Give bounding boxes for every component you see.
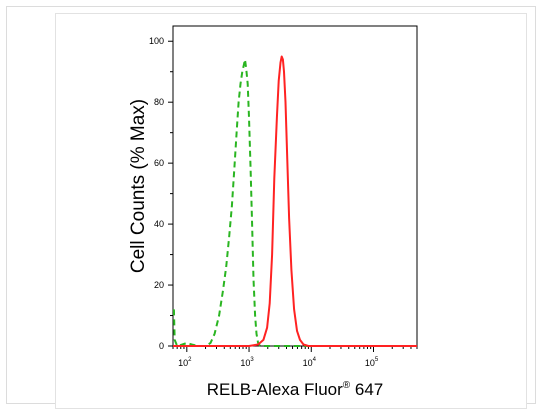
y-axis-ticks: 0 20 40 60 80 100	[149, 36, 173, 351]
figure-frame: 0 20 40 60 80 100 102 103 104 105 Cell Counts (%…	[6, 6, 536, 409]
x-axis-label: RELB-Alexa Fluor® 647	[207, 380, 384, 399]
x-axis-ticks: 102 103 104 105	[172, 346, 418, 368]
x-axis-label-superscript: ®	[343, 380, 351, 391]
y-tick-label: 100	[149, 36, 164, 46]
x-tick-exponent: 3	[250, 357, 254, 363]
x-tick-base: 10	[178, 358, 188, 368]
x-tick-exponent: 5	[375, 357, 379, 363]
y-tick-label: 40	[154, 219, 164, 229]
y-tick-label: 20	[154, 280, 164, 290]
y-axis-label: Cell Counts (% Max)	[128, 99, 149, 273]
x-tick-base: 10	[240, 358, 250, 368]
x-tick-exponent: 2	[188, 357, 192, 363]
y-tick-label: 60	[154, 158, 164, 168]
y-tick-label: 0	[159, 341, 164, 351]
series-0-line	[172, 58, 417, 347]
x-tick-exponent: 4	[313, 357, 317, 363]
chart-panel: 0 20 40 60 80 100 102 103 104 105 Cell Counts (%…	[55, 13, 527, 409]
y-tick-label: 80	[154, 97, 164, 107]
x-tick-base: 10	[365, 358, 375, 368]
x-tick-label: 104	[303, 357, 317, 368]
series-layer	[172, 55, 417, 347]
x-tick-label: 105	[365, 357, 379, 368]
plot-area-border	[172, 25, 418, 347]
x-tick-base: 10	[303, 358, 313, 368]
series-1-line	[173, 55, 417, 347]
x-tick-label: 103	[240, 357, 254, 368]
x-axis-label-main: RELB-Alexa Fluor	[207, 380, 343, 399]
x-tick-label: 102	[178, 357, 192, 368]
x-axis-label-tail: 647	[350, 380, 383, 399]
